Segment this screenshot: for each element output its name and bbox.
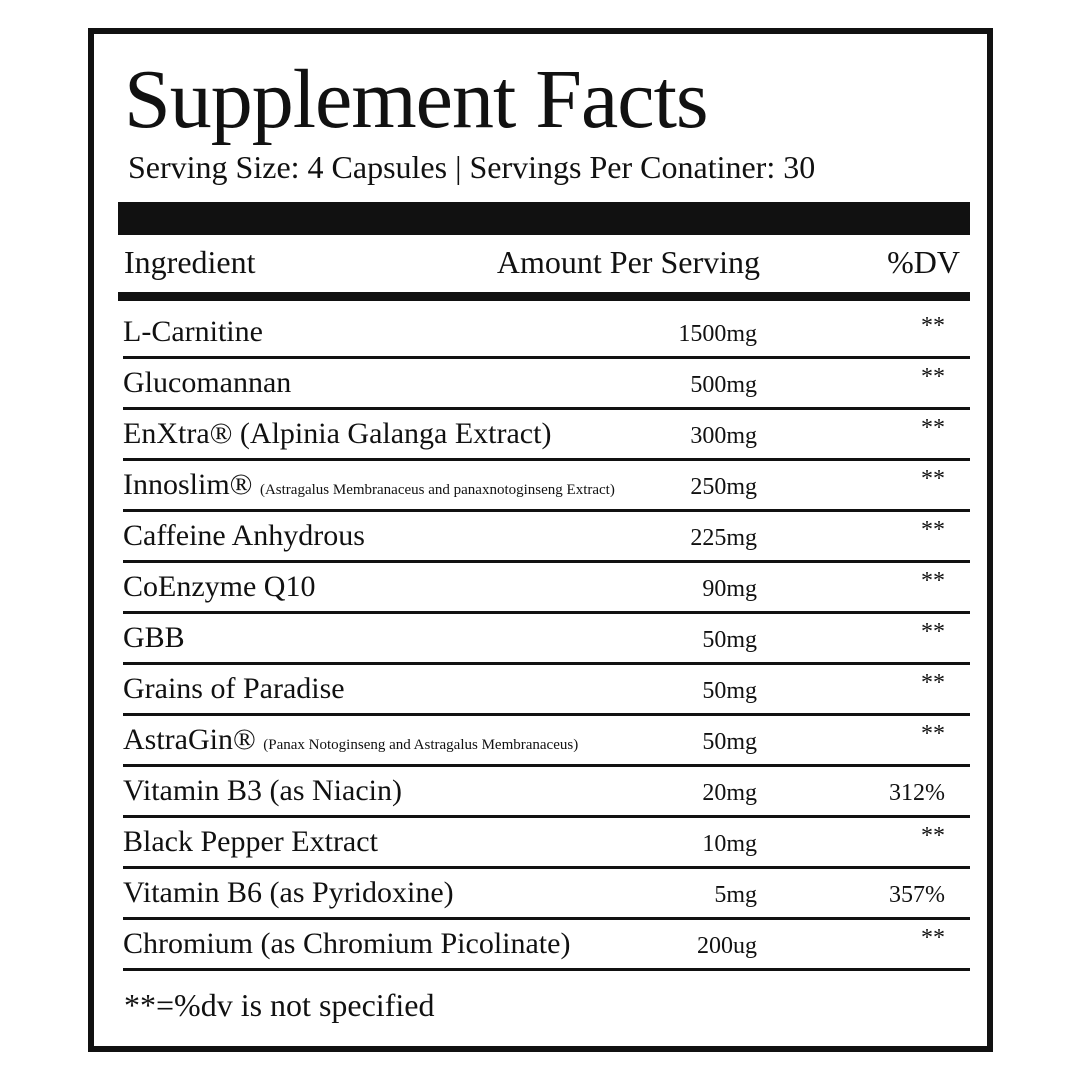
daily-value: **	[921, 313, 945, 339]
amount: 5mg	[714, 882, 757, 908]
ingredient-row: Caffeine Anhydrous 225mg **	[123, 512, 970, 563]
amount: 50mg	[702, 627, 757, 653]
amount: 50mg	[702, 678, 757, 704]
ingredient-name-text: Vitamin B3 (as Niacin)	[123, 774, 402, 807]
ingredient-name: CoEnzyme Q10	[123, 569, 315, 605]
daily-value: **	[921, 517, 945, 543]
ingredient-name-text: Black Pepper Extract	[123, 825, 378, 858]
ingredient-name: EnXtra® (Alpinia Galanga Extract)	[123, 416, 551, 452]
serving-info: Serving Size: 4 Capsules | Servings Per …	[128, 149, 816, 185]
daily-value: **	[921, 568, 945, 594]
amount: 50mg	[702, 729, 757, 755]
ingredient-name-text: Chromium (as Chromium Picolinate)	[123, 927, 571, 960]
amount: 225mg	[690, 525, 757, 551]
ingredient-name-text: Vitamin B6 (as Pyridoxine)	[123, 876, 454, 909]
amount: 10mg	[702, 831, 757, 857]
ingredient-name: Innoslim® (Astragalus Membranaceus and p…	[123, 467, 615, 508]
daily-value: **	[921, 415, 945, 441]
daily-value: **	[921, 721, 945, 747]
daily-value: **	[921, 670, 945, 696]
header-bar	[118, 202, 970, 235]
ingredient-note: (Panax Notoginseng and Astragalus Membra…	[263, 737, 579, 753]
amount: 250mg	[690, 474, 757, 500]
header-rule	[118, 292, 970, 301]
column-header: Amount Per Serving	[496, 244, 760, 280]
ingredient-row: Vitamin B3 (as Niacin) 20mg 312%	[123, 767, 970, 818]
column-header: Ingredient	[124, 244, 256, 280]
ingredient-row: Chromium (as Chromium Picolinate) 200ug **	[123, 920, 970, 971]
ingredient-row: Innoslim® (Astragalus Membranaceus and p…	[123, 461, 970, 512]
ingredient-name: AstraGin® (Panax Notoginseng and Astraga…	[123, 722, 578, 763]
ingredient-name: Grains of Paradise	[123, 671, 345, 707]
ingredient-name-text: Innoslim®	[123, 468, 253, 501]
ingredient-name: GBB	[123, 620, 185, 656]
amount: 300mg	[690, 423, 757, 449]
ingredient-row: Grains of Paradise 50mg **	[123, 665, 970, 716]
label-border	[88, 28, 993, 1052]
title: Supplement Facts	[124, 53, 709, 146]
ingredient-name-text: L-Carnitine	[123, 315, 263, 348]
ingredient-row: Glucomannan 500mg **	[123, 359, 970, 410]
amount: 1500mg	[678, 321, 757, 347]
ingredient-name-text: EnXtra® (Alpinia Galanga Extract)	[123, 417, 552, 450]
ingredient-row: L-Carnitine 1500mg **	[123, 308, 970, 359]
daily-value: **	[921, 823, 945, 849]
amount: 200ug	[697, 933, 757, 959]
ingredient-name: Glucomannan	[123, 365, 291, 401]
daily-value: **	[921, 619, 945, 645]
ingredient-name-text: AstraGin®	[123, 723, 256, 756]
ingredient-row: Black Pepper Extract 10mg **	[123, 818, 970, 869]
ingredient-name-text: GBB	[123, 621, 185, 654]
ingredient-row: EnXtra® (Alpinia Galanga Extract) 300mg **	[123, 410, 970, 461]
ingredient-row: CoEnzyme Q10 90mg **	[123, 563, 970, 614]
daily-value: 312%	[889, 780, 945, 806]
ingredient-note: (Astragalus Membranaceus and panaxnotogi…	[259, 482, 615, 498]
ingredient-name: Black Pepper Extract	[123, 824, 378, 860]
daily-value: **	[921, 364, 945, 390]
ingredient-name-text: Glucomannan	[123, 366, 292, 399]
amount: 90mg	[702, 576, 757, 602]
ingredient-name: Vitamin B3 (as Niacin)	[123, 773, 402, 809]
daily-value: **	[921, 466, 945, 492]
daily-value: 357%	[889, 882, 945, 908]
daily-value: **	[921, 925, 945, 951]
ingredient-name: Caffeine Anhydrous	[123, 518, 365, 554]
ingredient-name: L-Carnitine	[123, 314, 263, 350]
amount: 20mg	[702, 780, 757, 806]
ingredient-name-text: Caffeine Anhydrous	[123, 519, 365, 552]
ingredient-name: Vitamin B6 (as Pyridoxine)	[123, 875, 454, 911]
column-header: %DV	[887, 244, 960, 280]
ingredient-row: Vitamin B6 (as Pyridoxine) 5mg 357%	[123, 869, 970, 920]
ingredient-row: AstraGin® (Panax Notoginseng and Astraga…	[123, 716, 970, 767]
ingredient-name-text: Grains of Paradise	[123, 672, 345, 705]
amount: 500mg	[690, 372, 757, 398]
ingredient-name-text: CoEnzyme Q10	[123, 570, 316, 603]
ingredient-row: GBB 50mg **	[123, 614, 970, 665]
footnote: **=%dv is not specified	[124, 987, 435, 1023]
ingredient-name: Chromium (as Chromium Picolinate)	[123, 926, 570, 962]
